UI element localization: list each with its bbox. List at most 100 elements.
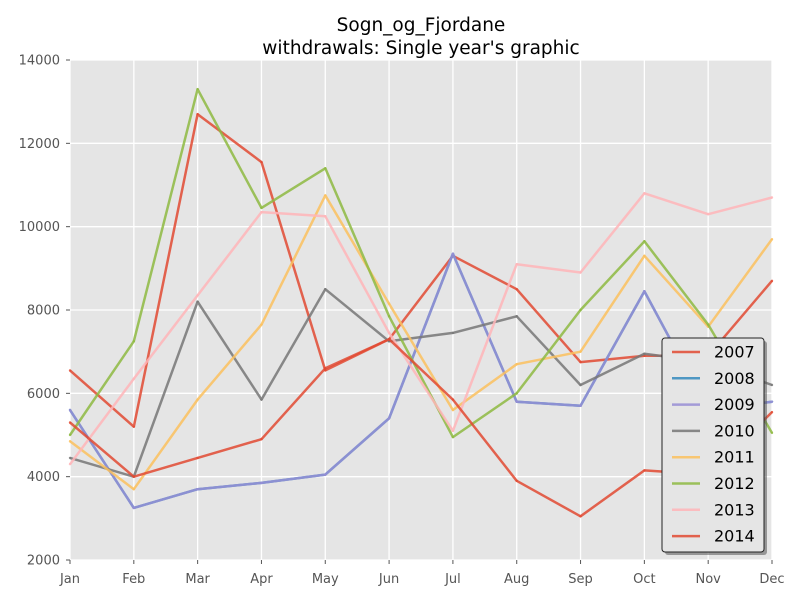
legend: 2007 2008 2009 2010 2011 2012 2013 2014 — [661, 337, 767, 555]
data-point — [515, 400, 518, 403]
data-point — [451, 429, 455, 433]
data-point — [515, 479, 518, 483]
y-tick-label: 12000 — [19, 137, 60, 152]
data-point — [643, 290, 646, 293]
data-point — [324, 367, 327, 370]
data-point — [706, 323, 710, 326]
x-axis: Jan Feb Mar Apr May Jun Jul Aug Sep Oct Nov Dec — [59, 560, 785, 587]
y-axis: 2000 4000 6000 8000 10000 12000 14000 — [19, 54, 70, 569]
data-point — [451, 398, 455, 401]
data-point — [196, 112, 199, 116]
data-point — [387, 331, 391, 335]
data-point — [260, 398, 263, 401]
data-point — [132, 377, 136, 380]
legend-item: 2008 — [672, 369, 755, 388]
data-point — [515, 315, 518, 318]
data-point — [196, 300, 199, 303]
data-point — [770, 383, 774, 387]
x-tick-label: Jul — [444, 572, 461, 587]
data-point — [196, 294, 199, 297]
data-point — [770, 431, 774, 435]
data-point — [643, 254, 646, 258]
data-point — [387, 417, 391, 420]
data-point — [387, 337, 391, 341]
data-point — [451, 435, 455, 439]
data-point — [68, 440, 72, 443]
data-point — [387, 302, 391, 305]
data-point — [132, 340, 136, 343]
data-point — [324, 167, 327, 170]
x-tick-label: Aug — [504, 572, 529, 587]
x-tick-label: May — [312, 572, 339, 587]
series-line — [69, 337, 773, 518]
legend-item: 2009 — [672, 395, 755, 414]
x-tick-label: Dec — [759, 572, 784, 587]
data-point — [770, 410, 774, 414]
x-tick-label: Feb — [122, 572, 145, 587]
data-point — [260, 437, 263, 441]
series-2012 — [68, 87, 774, 439]
data-point — [770, 237, 774, 241]
data-point — [770, 196, 774, 199]
series-2013 — [68, 192, 774, 466]
legend-label: 2009 — [714, 395, 755, 414]
data-point — [451, 252, 455, 255]
data-point — [579, 360, 582, 364]
data-point — [132, 506, 136, 510]
data-point — [132, 487, 136, 491]
series-line — [69, 194, 774, 491]
data-point — [515, 287, 518, 291]
y-tick-label: 8000 — [27, 304, 60, 319]
series-line — [69, 287, 773, 478]
data-point — [579, 404, 582, 408]
data-point — [132, 475, 136, 478]
legend-box — [661, 337, 765, 553]
data-point — [579, 350, 582, 353]
series-line — [68, 192, 773, 465]
legend-label: 2011 — [714, 448, 755, 467]
data-point — [196, 487, 199, 491]
legend-label: 2014 — [714, 527, 755, 546]
data-point — [579, 271, 582, 274]
data-point — [68, 369, 72, 372]
data-point — [260, 206, 263, 210]
data-point — [324, 287, 327, 291]
data-point — [132, 425, 136, 428]
data-point — [68, 462, 72, 466]
data-point — [770, 279, 774, 283]
legend-label: 2008 — [714, 369, 755, 388]
y-tick-label: 4000 — [27, 470, 60, 485]
y-tick-label: 6000 — [27, 387, 60, 402]
x-tick-label: Oct — [633, 572, 655, 587]
data-point — [515, 392, 518, 395]
data-point — [68, 433, 72, 437]
data-point — [196, 398, 199, 401]
x-tick-label: Apr — [250, 572, 273, 587]
data-point — [706, 212, 710, 216]
legend-label: 2007 — [714, 343, 755, 362]
x-tick-label: Jan — [59, 572, 80, 587]
chart-title-line-1: Sogn_og_Fjordane — [337, 15, 506, 36]
data-point — [196, 87, 199, 91]
data-point — [324, 194, 327, 197]
data-point — [579, 515, 582, 518]
x-tick-label: Jun — [378, 572, 399, 587]
legend-label: 2010 — [714, 421, 755, 440]
data-point — [643, 352, 646, 355]
chart-title-line-2: withdrawals: Single year's graphic — [262, 38, 579, 59]
data-point — [260, 210, 263, 214]
data-point — [196, 456, 199, 460]
y-tick-label: 14000 — [19, 54, 60, 69]
data-point — [451, 408, 455, 412]
data-point — [579, 383, 582, 387]
data-point — [451, 331, 455, 335]
data-point — [643, 469, 646, 472]
legend-item: 2007 — [672, 343, 755, 362]
data-point — [579, 308, 582, 312]
data-point — [260, 323, 263, 326]
series-2014 — [68, 337, 774, 518]
data-point — [260, 481, 263, 485]
x-tick-label: Sep — [568, 572, 593, 587]
legend-item: 2011 — [672, 448, 755, 467]
